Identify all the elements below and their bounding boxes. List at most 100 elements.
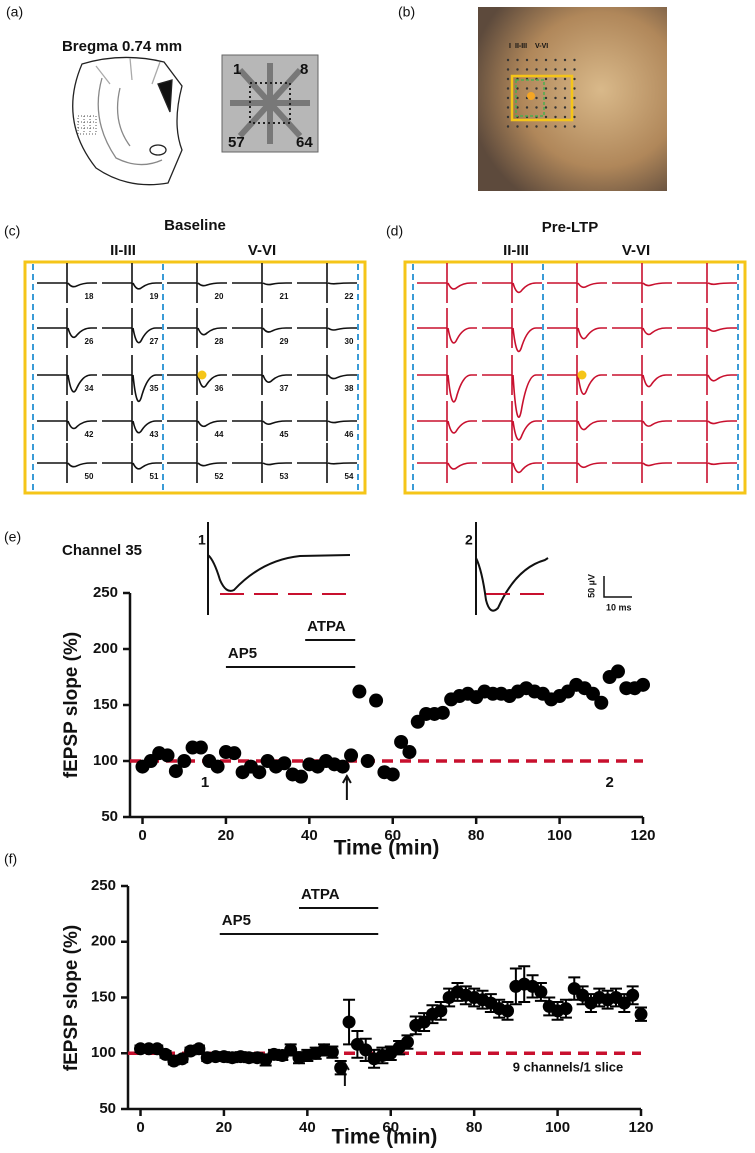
electrode-dot <box>506 77 510 81</box>
y-tick-label: 100 <box>91 1044 116 1061</box>
x-tick-label: 60 <box>382 1119 399 1136</box>
electrode-dot <box>516 58 519 62</box>
channel-number: 26 <box>85 337 94 346</box>
channel-number: 42 <box>85 430 94 439</box>
data-point <box>294 769 308 784</box>
electrode-dot <box>563 125 567 128</box>
electrode-dot <box>563 96 567 100</box>
grid-frame <box>403 260 747 495</box>
trace <box>297 355 357 395</box>
electrode-dot <box>563 87 567 90</box>
channel-number: 21 <box>280 292 289 301</box>
trace <box>37 263 97 303</box>
data-point <box>610 664 625 679</box>
channel-number: 54 <box>345 472 354 481</box>
electrode-dot <box>563 77 567 81</box>
trace <box>37 443 97 483</box>
electrode-dot <box>563 58 567 62</box>
electrode-dot <box>544 106 548 109</box>
panel-title: Bregma 0.74 mm <box>62 38 182 55</box>
trace <box>232 355 292 395</box>
channel-number: 28 <box>215 337 224 346</box>
electrode-dot <box>573 68 576 71</box>
electrode-dot <box>506 125 510 128</box>
electrode-dot <box>554 58 557 62</box>
electrode-dot <box>525 125 529 128</box>
layer-label: V-VI <box>622 242 650 259</box>
y-axis-label: fEPSP slope (%) <box>61 632 82 778</box>
electrode-dot <box>554 87 557 90</box>
electrode-dot <box>525 68 529 71</box>
trace <box>167 443 227 483</box>
electrode-dot <box>554 125 557 128</box>
electrode-dot <box>563 106 567 109</box>
data-point <box>434 1004 448 1018</box>
trace <box>612 263 672 303</box>
trace <box>482 308 542 353</box>
trace <box>677 355 737 395</box>
x-axis-label: Time (min) <box>334 837 440 860</box>
x-axis-label: Time (min) <box>332 1126 438 1149</box>
channel-number: 18 <box>85 292 94 301</box>
x-tick-label: 100 <box>545 1119 570 1136</box>
channel-number: 44 <box>215 430 224 439</box>
trace <box>102 443 162 483</box>
drug-label: AP5 <box>222 912 251 929</box>
layer-box <box>515 79 545 117</box>
channel-number: 46 <box>345 430 354 439</box>
electrode-dot <box>573 77 576 81</box>
data-point <box>193 740 208 755</box>
x-tick-label: 40 <box>301 827 318 844</box>
electrode-dot <box>544 96 548 100</box>
x-tick-label: 0 <box>136 1119 144 1136</box>
data-point <box>534 985 548 999</box>
selection-box <box>510 74 574 122</box>
layer-label: V-VI <box>535 43 548 50</box>
electrode-dot <box>516 125 519 128</box>
electrode-dot <box>544 58 548 62</box>
trace <box>37 308 97 348</box>
array-label: 57 <box>228 134 245 151</box>
electrode-dot <box>544 77 548 81</box>
trace <box>417 355 477 403</box>
electrode-dot <box>535 125 538 128</box>
trace <box>482 355 542 419</box>
data-point <box>634 1007 648 1021</box>
data-point <box>417 1015 431 1029</box>
channel-number: 38 <box>345 384 354 393</box>
layer-label: I <box>509 43 511 50</box>
data-point <box>284 1043 298 1057</box>
data-point <box>335 759 350 774</box>
trace <box>482 443 542 483</box>
trace <box>102 263 162 303</box>
scale-label: 50 µV <box>586 574 596 598</box>
trace <box>102 401 162 441</box>
electrode-dot <box>506 87 510 90</box>
data-point <box>617 996 631 1010</box>
data-point <box>227 746 242 761</box>
channel-number: 52 <box>215 472 224 481</box>
x-tick-label: 0 <box>138 827 146 844</box>
trace <box>482 401 542 441</box>
y-tick-label: 50 <box>99 1100 116 1117</box>
data-point <box>369 693 384 708</box>
electrode-dot <box>554 96 557 100</box>
x-tick-label: 120 <box>628 1119 653 1136</box>
x-tick-label: 120 <box>630 827 655 844</box>
electrode-dot <box>506 58 510 62</box>
data-point <box>594 695 609 710</box>
grid-frame <box>23 260 367 495</box>
channel-number: 51 <box>150 472 159 481</box>
data-point <box>559 1002 573 1016</box>
trace <box>37 355 97 395</box>
y-tick-label: 150 <box>93 696 118 713</box>
drug-label: ATPA <box>307 618 346 635</box>
electrode-array <box>221 54 319 153</box>
y-tick-label: 150 <box>91 988 116 1005</box>
y-tick-label: 50 <box>101 808 118 825</box>
trace <box>547 263 607 303</box>
x-tick-label: 80 <box>468 827 485 844</box>
trace <box>677 443 737 483</box>
array-label: 1 <box>233 61 241 78</box>
data-point <box>576 988 590 1002</box>
